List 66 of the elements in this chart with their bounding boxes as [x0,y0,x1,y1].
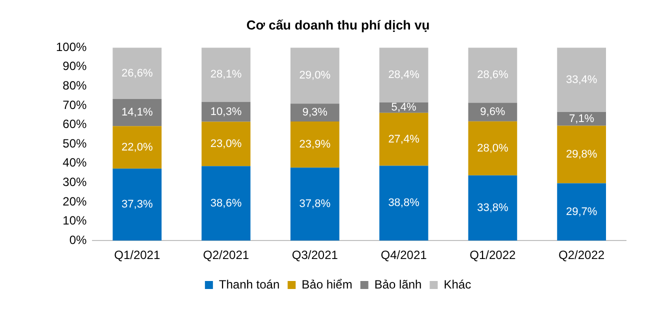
bar [468,121,518,176]
bar [557,48,606,112]
data-label: 26,6% [122,67,153,80]
data-label: 37,3% [122,198,153,211]
bar [290,122,340,168]
x-tick-label: Q2/2021 [202,248,250,262]
data-label: 37,8% [299,198,331,210]
bar [112,126,162,169]
bar [290,48,340,104]
y-tick-label: 40% [62,156,88,170]
data-label: 28,1% [210,68,242,81]
y-tick-label: 90% [62,59,88,74]
x-tick-label: Q2/2022 [558,248,605,262]
bar [557,112,606,126]
x-tick-label: Q3/2021 [292,248,338,262]
data-label: 28,4% [388,69,420,82]
y-tick-label: 60% [62,117,88,132]
data-label: 29,8% [566,148,598,161]
data-label: 28,0% [477,142,508,154]
data-label: 28,6% [477,69,508,82]
y-tick-label: 0% [69,232,88,247]
legend-label: Khác [444,277,472,292]
bar [290,168,340,241]
bar [379,112,428,166]
data-label: 29,0% [299,70,331,82]
data-label: 33,8% [477,202,508,214]
y-tick-label: 30% [62,175,88,190]
bar [202,122,250,166]
bar [468,175,518,241]
data-label: 5,4% [391,102,417,114]
data-label: 23,0% [210,138,242,150]
bar [379,166,428,241]
data-label: 38,8% [388,197,420,210]
bar [557,183,606,241]
data-label: 29,7% [566,206,598,218]
y-tick-label: 50% [62,136,88,150]
chart-title: Cơ cấu doanh thu phí dịch vụ [246,17,430,32]
data-label: 10,3% [210,106,242,118]
legend-label: Thanh toán [218,277,280,292]
y-tick-label: 20% [62,194,88,208]
data-label: 23,9% [299,138,331,151]
bar [557,126,606,184]
x-tick-label: Q4/2021 [380,248,428,262]
data-label: 27,4% [388,133,420,146]
bar [112,48,162,99]
data-label: 9,3% [302,106,328,119]
x-tick-label: Q1/2022 [470,248,516,262]
data-label: 14,1% [122,106,153,119]
bar [202,48,250,102]
y-tick-label: 80% [62,78,88,93]
y-tick-label: 70% [62,98,88,112]
bar [112,168,162,241]
data-label: 7,1% [569,112,594,125]
data-label: 33,4% [566,74,598,86]
data-label: 22,0% [122,141,153,154]
legend-label: Bảo lãnh [374,277,422,292]
y-tick-label: 10% [62,214,88,228]
bar [379,48,428,102]
data-label: 9,6% [480,106,506,118]
x-tick-label: Q1/2021 [114,248,160,262]
bar [202,166,250,241]
bar [468,48,518,103]
data-label: 38,6% [210,197,242,210]
legend-label: Bảo hiểm [302,277,352,292]
y-tick-label: 100% [56,40,88,54]
bar [112,98,162,126]
